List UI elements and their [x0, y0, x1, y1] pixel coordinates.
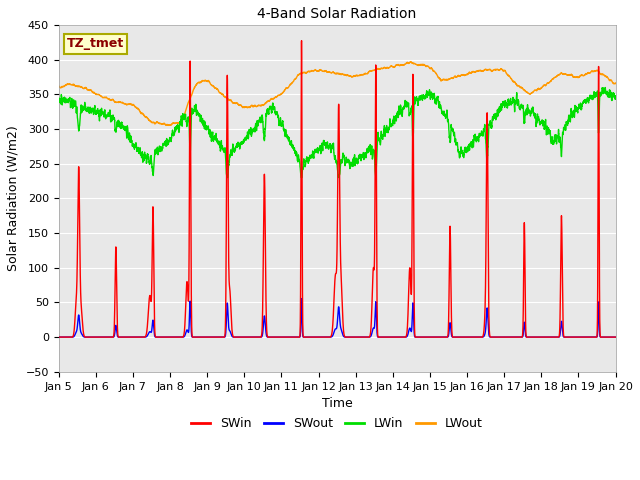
- Y-axis label: Solar Radiation (W/m2): Solar Radiation (W/m2): [7, 125, 20, 271]
- Legend: SWin, SWout, LWin, LWout: SWin, SWout, LWin, LWout: [186, 412, 488, 435]
- Text: TZ_tmet: TZ_tmet: [67, 37, 124, 50]
- Title: 4-Band Solar Radiation: 4-Band Solar Radiation: [257, 7, 417, 21]
- X-axis label: Time: Time: [322, 397, 353, 410]
